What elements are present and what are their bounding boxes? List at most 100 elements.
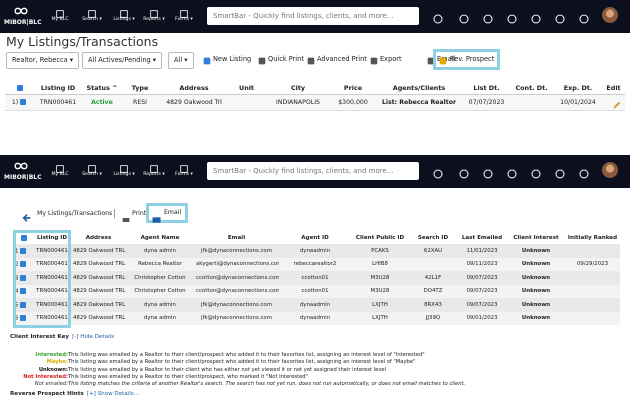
- column-header[interactable]: Status ^: [83, 82, 121, 95]
- breadcrumb[interactable]: My Listings/Transactions: [37, 210, 113, 217]
- checkbox[interactable]: [17, 84, 23, 91]
- column-header[interactable]: Last Emailed: [457, 232, 507, 244]
- action-button[interactable]: New Listing: [203, 52, 251, 67]
- cell-text: TRN000461: [36, 288, 68, 295]
- column-header[interactable]: Initially Ranked: [565, 232, 620, 244]
- hints-toggle[interactable]: [+] Show Details...: [86, 391, 140, 397]
- nav-item[interactable]: Forms ▾: [175, 17, 193, 22]
- cell: 07/07/2023: [464, 94, 509, 111]
- column-header[interactable]: Client Interest: [507, 232, 565, 244]
- checkbox[interactable]: [21, 234, 27, 241]
- checkbox[interactable]: [20, 288, 27, 294]
- column-header[interactable]: Exp. Dt.: [554, 82, 602, 95]
- checkbox[interactable]: [20, 98, 27, 105]
- prospect-row: 5 TRN000461 4829 Oakwood TRL dyna admin jfk@…: [13, 298, 620, 312]
- checkbox[interactable]: [20, 274, 27, 281]
- filter-dropdown[interactable]: All ▾: [168, 52, 194, 69]
- action-icon-svg: [307, 57, 315, 65]
- action-button[interactable]: Quick Print: [258, 52, 304, 67]
- cell: JJ39Q: [409, 311, 457, 325]
- nav-item[interactable]: My BLC: [51, 17, 69, 22]
- cell: 4829 Oakwood TRL: [71, 311, 126, 325]
- cell: Christopher Cotton: [126, 284, 194, 298]
- action-icon-svg: [439, 57, 447, 65]
- nav-item[interactable]: Listings ▾: [113, 172, 135, 177]
- cell: [565, 311, 620, 325]
- action-icon-svg: [203, 57, 211, 65]
- toolbar-icon: [554, 10, 566, 24]
- column-header[interactable]: Search ID: [409, 232, 457, 244]
- nav-item[interactable]: Forms ▾: [175, 172, 193, 177]
- cell: TRN000461: [33, 257, 71, 271]
- column-header[interactable]: Agent ID: [279, 232, 351, 244]
- column-header[interactable]: Email: [194, 232, 279, 244]
- checkbox[interactable]: [20, 315, 27, 321]
- nav-item[interactable]: Reports ▾: [143, 172, 165, 177]
- column-header[interactable]: Cont. Dt.: [509, 82, 554, 95]
- cell-text: Christopher Cotton: [134, 274, 186, 281]
- action-icon-svg: [427, 57, 435, 65]
- cell: dynaadmin: [279, 244, 351, 258]
- filter-dropdown[interactable]: All Actives/Pending ▾: [82, 52, 163, 69]
- toolbar-icon-svg: [555, 169, 565, 179]
- cell: Unknown: [507, 311, 565, 325]
- cell: 4829 Oakwood TRL: [71, 298, 126, 312]
- avatar: [602, 162, 618, 178]
- column-header[interactable]: Unit: [229, 82, 264, 95]
- prospect-row: 3 TRN000461 4829 Oakwood TRL Christopher Co…: [13, 271, 620, 285]
- cell-text: jfk@dynaconnections.com: [201, 247, 272, 254]
- avatar-svg: [602, 162, 618, 178]
- toolbar-icon-svg: [483, 14, 493, 24]
- cell-text: Unknown: [521, 288, 551, 295]
- column-header[interactable]: Address: [159, 82, 229, 95]
- cell-text: 11/01/2023: [466, 247, 498, 254]
- column-header[interactable]: Agents/Clients: [374, 82, 464, 95]
- column-header[interactable]: Listing ID: [33, 82, 83, 95]
- action-button[interactable]: Rev. Prospect: [433, 49, 501, 70]
- toolbar-icon-svg: [459, 169, 469, 179]
- avatar-svg: [602, 7, 618, 23]
- cell-text: 42L1F: [424, 274, 442, 281]
- checkbox[interactable]: [20, 301, 27, 308]
- filter-dropdown[interactable]: Realtor, Rebecca ▾: [6, 52, 80, 69]
- column-header[interactable]: Client Public ID: [351, 232, 409, 244]
- key-toggle[interactable]: [-] Hide Details: [72, 334, 115, 340]
- cell: dyna admin: [126, 298, 194, 312]
- cell: TRN000461: [33, 244, 71, 258]
- cell: LHIB8: [351, 257, 409, 271]
- column-header[interactable]: City: [264, 82, 332, 95]
- checkbox[interactable]: [20, 261, 27, 267]
- checkbox[interactable]: [20, 247, 27, 254]
- smartbar[interactable]: SmartBar - Quickly find listings, client…: [207, 162, 419, 180]
- column-header[interactable]: Edit: [602, 82, 625, 95]
- cell-text: 4829 Oakwood TRL: [73, 247, 126, 254]
- action-button[interactable]: Export: [370, 52, 402, 67]
- print-button[interactable]: Print: [132, 210, 147, 217]
- nav-item[interactable]: Listings ▾: [113, 17, 135, 22]
- cell-text: 3: [15, 275, 19, 281]
- cell-text: 4829 Oakwood TRL: [73, 274, 126, 281]
- column-header[interactable]: Listing ID: [33, 232, 71, 244]
- column-header[interactable]: Price: [332, 82, 374, 95]
- toolbar-icon-svg: [433, 14, 443, 24]
- column-header[interactable]: Address: [71, 232, 126, 244]
- key-item: Maybe:This listing was emailed by a Real…: [8, 359, 416, 365]
- email-button[interactable]: Email: [146, 203, 189, 223]
- column-header[interactable]: Agent Name: [126, 232, 194, 244]
- nav-icon: [149, 4, 159, 18]
- logo-mark-svg: [14, 162, 28, 170]
- cell: Unknown: [507, 284, 565, 298]
- nav-item[interactable]: Search ▾: [82, 172, 102, 177]
- action-button[interactable]: Advanced Print: [307, 52, 367, 67]
- cell-text: INDIANAPOLIS: [276, 98, 320, 106]
- column-header[interactable]: [5, 82, 33, 95]
- nav-item[interactable]: Reports ▾: [143, 17, 165, 22]
- column-header[interactable]: List Dt.: [464, 82, 509, 95]
- nav-item[interactable]: My BLC: [51, 172, 69, 177]
- cell-text: LXJTH: [372, 301, 388, 308]
- nav-item[interactable]: Search ▾: [82, 17, 102, 22]
- column-header[interactable]: [13, 232, 33, 244]
- column-header[interactable]: Type: [121, 82, 159, 95]
- smartbar[interactable]: SmartBar - Quickly find listings, client…: [207, 7, 419, 25]
